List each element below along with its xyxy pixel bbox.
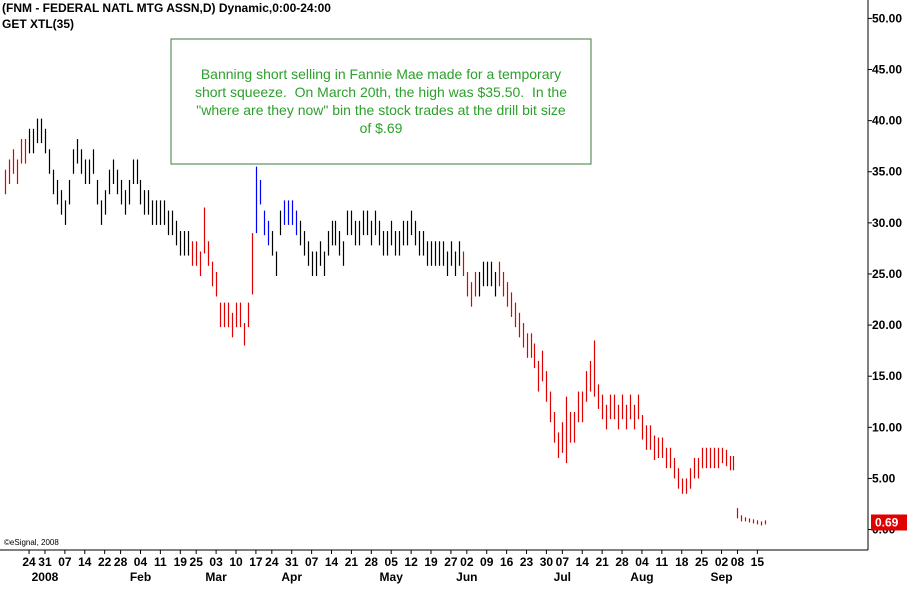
x-tick-label: 02 — [460, 555, 474, 569]
x-tick-label: 14 — [576, 555, 590, 569]
x-tick-label: 07 — [305, 555, 319, 569]
month-label: Feb — [130, 570, 151, 584]
x-tick-label: 31 — [38, 555, 52, 569]
x-tick-label: 28 — [114, 555, 128, 569]
x-tick-label: 17 — [249, 555, 263, 569]
y-tick-label: 5.00 — [872, 471, 896, 485]
x-tick-label: 08 — [731, 555, 745, 569]
annotation-text: Banning short selling in Fannie Mae made… — [201, 66, 561, 82]
x-tick-label: 09 — [480, 555, 494, 569]
x-tick-label: 10 — [229, 555, 243, 569]
y-tick-label: 45.00 — [872, 63, 902, 77]
x-tick-label: 05 — [385, 555, 399, 569]
y-tick-label: 20.00 — [872, 318, 902, 332]
x-tick-label: 11 — [656, 555, 669, 569]
annotation-text: of $.69 — [360, 120, 403, 136]
annotation-text: "where are they now" bin the stock trade… — [196, 102, 566, 118]
month-label: Jul — [554, 570, 571, 584]
y-tick-label: 30.00 — [872, 216, 902, 230]
y-tick-label: 25.00 — [872, 267, 902, 281]
x-tick-label: 19 — [424, 555, 438, 569]
month-label: Aug — [630, 570, 653, 584]
x-tick-label: 30 — [540, 555, 554, 569]
month-label: Apr — [281, 570, 302, 584]
indicator-label: GET XTL(35) — [2, 17, 74, 31]
last-price-box — [871, 514, 907, 531]
x-tick-label: 16 — [500, 555, 514, 569]
x-tick-label: 31 — [285, 555, 299, 569]
y-tick-label: 15.00 — [872, 369, 902, 383]
x-tick-label: 11 — [154, 555, 167, 569]
last-price-label: 0.69 — [875, 516, 899, 530]
x-tick-label: 28 — [365, 555, 379, 569]
chart-title: (FNM - FEDERAL NATL MTG ASSN,D) Dynamic,… — [2, 1, 331, 15]
x-tick-label: 19 — [174, 555, 188, 569]
x-tick-label: 04 — [635, 555, 649, 569]
annotation-text: short squeeze. On March 20th, the high w… — [195, 84, 567, 100]
x-tick-label: 02 — [715, 555, 729, 569]
x-tick-label: 14 — [325, 555, 339, 569]
x-tick-label: 22 — [98, 555, 112, 569]
x-tick-label: 04 — [134, 555, 148, 569]
month-label: Sep — [711, 570, 733, 584]
x-tick-label: 03 — [209, 555, 223, 569]
month-label: Jun — [456, 570, 477, 584]
x-tick-label: 07 — [58, 555, 72, 569]
x-tick-label: 07 — [556, 555, 570, 569]
y-tick-label: 40.00 — [872, 114, 902, 128]
x-tick-label: 21 — [595, 555, 609, 569]
x-tick-label: 24 — [22, 555, 36, 569]
x-tick-label: 24 — [265, 555, 279, 569]
credit: ©eSignal, 2008 — [4, 538, 59, 547]
x-tick-label: 15 — [751, 555, 765, 569]
x-tick-label: 23 — [520, 555, 534, 569]
month-label: Mar — [205, 570, 227, 584]
annotation-box — [170, 38, 592, 165]
x-tick-label: 25 — [190, 555, 204, 569]
y-tick-label: 35.00 — [872, 165, 902, 179]
y-tick-label: 10.00 — [872, 420, 902, 434]
y-tick-label: 50.00 — [872, 11, 902, 25]
x-tick-label: 27 — [444, 555, 458, 569]
x-tick-label: 21 — [345, 555, 359, 569]
x-tick-label: 14 — [78, 555, 92, 569]
x-tick-label: 12 — [404, 555, 418, 569]
x-tick-label: 25 — [695, 555, 709, 569]
month-label: 2008 — [32, 570, 59, 584]
month-label: May — [380, 570, 404, 584]
x-tick-label: 28 — [615, 555, 629, 569]
x-tick-label: 18 — [675, 555, 689, 569]
